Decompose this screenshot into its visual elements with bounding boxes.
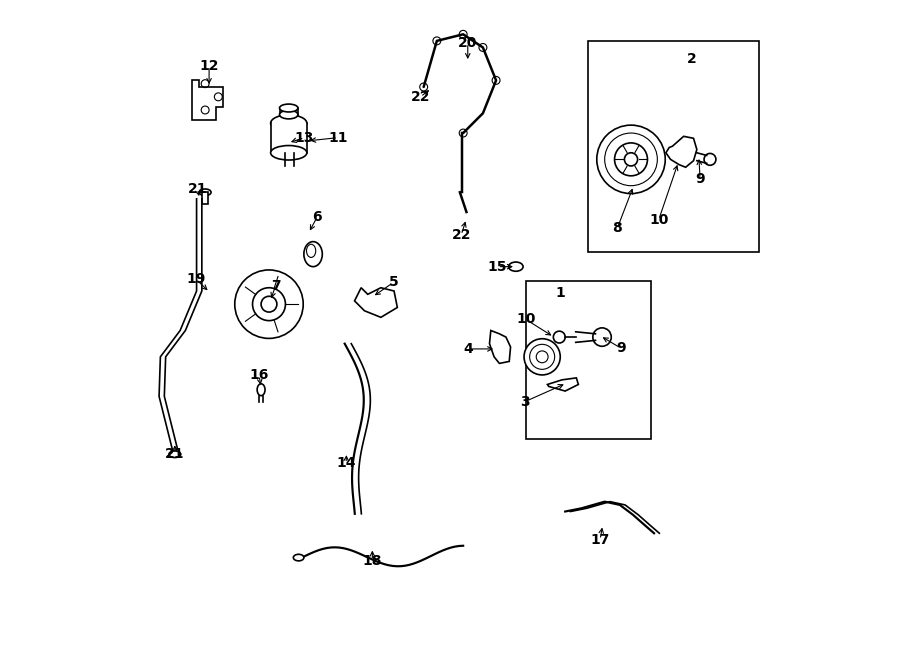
Text: 3: 3 [520,395,530,408]
Text: 10: 10 [516,312,536,327]
Text: 20: 20 [458,36,478,50]
Text: 19: 19 [186,272,205,286]
Ellipse shape [271,115,307,132]
Ellipse shape [257,384,265,396]
Text: 2: 2 [688,52,698,66]
Ellipse shape [280,104,298,112]
Text: 21: 21 [165,447,184,461]
Ellipse shape [271,145,307,160]
Text: 22: 22 [410,90,430,104]
Text: 17: 17 [590,533,610,547]
Ellipse shape [169,451,181,457]
Text: 13: 13 [295,131,314,145]
Polygon shape [666,136,697,167]
Polygon shape [355,288,397,317]
Text: 9: 9 [616,341,626,355]
Ellipse shape [199,189,212,196]
Text: 7: 7 [271,279,281,293]
Text: 12: 12 [199,59,219,73]
Polygon shape [547,378,579,391]
Text: 22: 22 [452,228,471,242]
Ellipse shape [307,245,316,257]
Ellipse shape [536,351,548,363]
Text: 16: 16 [249,368,269,382]
Text: 18: 18 [363,554,382,568]
Text: 1: 1 [555,286,565,300]
Bar [202,192,209,204]
Ellipse shape [280,110,298,119]
Ellipse shape [293,555,304,561]
Ellipse shape [304,242,322,266]
Polygon shape [192,81,223,120]
Text: 10: 10 [649,213,669,227]
Text: 9: 9 [696,172,705,186]
Polygon shape [490,330,510,364]
Text: 4: 4 [463,342,473,356]
Text: 5: 5 [389,276,399,290]
Text: 15: 15 [488,260,507,274]
Text: 6: 6 [312,210,322,224]
Text: 11: 11 [328,131,348,145]
Ellipse shape [508,262,523,271]
Ellipse shape [529,344,554,369]
Text: 14: 14 [337,457,356,471]
Bar [271,123,307,153]
Text: 8: 8 [612,221,622,235]
Ellipse shape [524,338,561,375]
Text: 21: 21 [187,182,207,196]
